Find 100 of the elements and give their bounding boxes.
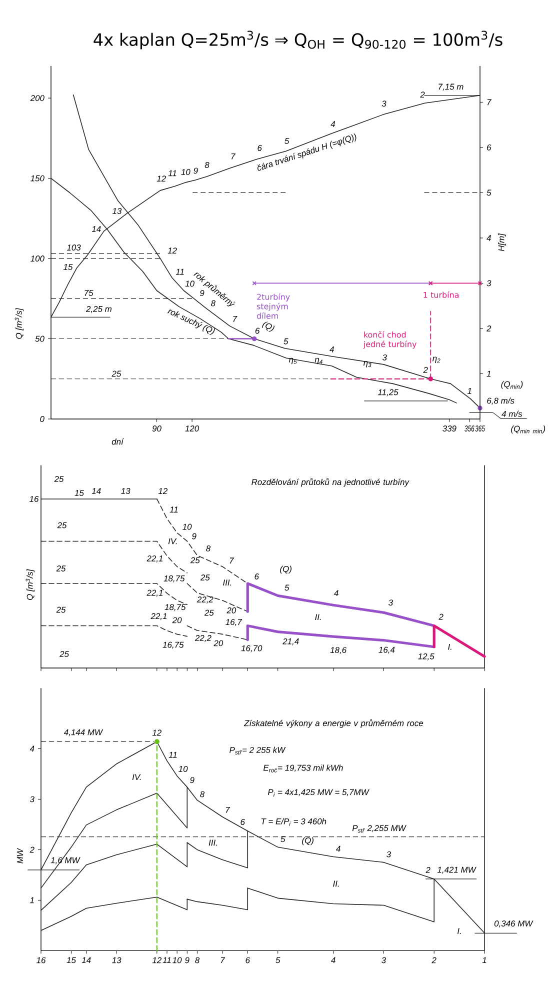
annotation: 5: [284, 338, 288, 344]
annotation: 22,2: [194, 634, 212, 642]
x-tick-label: 13: [112, 957, 122, 964]
x-tick-label: 11: [162, 957, 171, 964]
x-tick-label: 9: [185, 957, 190, 964]
annotation: 13: [112, 208, 122, 214]
y-axis-title: MW: [17, 848, 23, 864]
annotation: 25: [56, 606, 66, 613]
x-tick-label: 2: [432, 957, 436, 964]
annotation: P$_{stř}$= 2 255 kW: [230, 746, 286, 754]
annotation: 14: [92, 226, 101, 232]
annotation: 18,75: [164, 604, 186, 612]
annotation: 6: [255, 328, 260, 334]
y-axis-title: Q [m$^{3}$/s]: [26, 569, 34, 600]
x-axis-title: dní: [112, 438, 124, 445]
annotation: (Q): [262, 322, 274, 332]
annotation: 2: [423, 366, 428, 373]
annotation: T = E/P$_{i}$ = 3 460h: [261, 818, 326, 826]
x-tick-label: 6: [246, 957, 250, 964]
y2-axis-title: H[m]: [498, 233, 506, 252]
chart-title: 4x kaplan Q=25m$^{3}$/s ⇒ Q$_{OH}$ = Q$_{90-120}$ = 100m$^{3}$/s: [94, 30, 502, 50]
ref-line-label: 75: [84, 290, 94, 296]
annotation: 3: [382, 100, 386, 107]
x-tick-label: 1: [482, 957, 486, 964]
annotation: 12: [152, 730, 162, 736]
annotation: 11: [170, 506, 178, 513]
annotation: 7: [233, 316, 238, 322]
ref-line-label: 11,25: [378, 389, 398, 396]
x-tick-label: 339: [442, 426, 456, 432]
y2-tick-label: 7: [487, 99, 492, 106]
ref-line-label: 0,346 MW: [494, 920, 534, 928]
annotation: η$_{3}$: [363, 361, 372, 368]
ref-line-label: 4,144 MW: [64, 729, 104, 736]
ref-line-label: 103: [66, 244, 81, 251]
y-axis-title: Q [m$^{3}$/s]: [14, 308, 24, 339]
annotation: 4: [334, 590, 338, 596]
y-tick-label: 100: [30, 256, 44, 262]
annotation: 18,6: [330, 647, 347, 654]
ref-line-label: 4 m/s: [502, 410, 522, 417]
x-tick-label: 90: [152, 426, 162, 432]
annotation: 9: [194, 168, 198, 174]
annotation: 6: [240, 819, 245, 825]
chart-title: Rozdělování průtoků na jednotlivé turbíny: [252, 478, 410, 487]
text: (Q$_{min}$: [511, 426, 530, 434]
annotation: 20: [214, 640, 224, 646]
y2-tick-label: 4: [486, 235, 491, 241]
annotation: 14: [92, 488, 101, 494]
annotation: 16,70: [241, 645, 262, 652]
annotation: 15: [74, 490, 84, 496]
annotation: 6: [258, 145, 262, 151]
annotation: I.: [457, 928, 461, 934]
data-label: 6,8 m/s: [487, 397, 514, 405]
annotation: 11: [168, 170, 176, 176]
x-tick-label: 4: [330, 957, 336, 964]
x-tick-label: 14: [82, 957, 91, 964]
y2-tick-label: 2: [486, 326, 492, 332]
x-tick-label: 120: [185, 426, 200, 432]
annotation: (Q): [302, 837, 314, 846]
annotation: 25: [204, 610, 214, 616]
annotation: 20: [172, 617, 182, 624]
ref-line-label: 1,421 MW: [437, 866, 476, 874]
annotation: P$_{i}$ = 4x1,425 MW = 5,7MW: [268, 789, 370, 797]
annotation: 25: [190, 557, 200, 564]
annotation: 25: [57, 522, 67, 528]
y-tick-label: 1: [30, 897, 34, 904]
annotation: 6: [254, 574, 259, 580]
y-tick-label: 4: [30, 746, 34, 752]
annotation: 15: [63, 264, 73, 270]
x-tick-label: 5: [276, 957, 280, 964]
annotation: 25: [200, 574, 210, 580]
x-tick-label: 15: [66, 957, 76, 964]
y-tick-label: 200: [30, 95, 44, 102]
annotation: 4: [330, 121, 336, 127]
annotation: 7: [226, 806, 230, 813]
y-tick-label: 150: [30, 175, 44, 182]
annotation: 22,1: [146, 555, 163, 562]
annotation: η$_{4}$: [314, 358, 322, 364]
annotation: 5: [284, 584, 290, 591]
annotation: III.: [208, 840, 217, 846]
annotation: 5: [284, 138, 290, 144]
annotation: 18,75: [164, 575, 185, 582]
annotation: (Q): [280, 566, 292, 574]
text: Získatelné výkony a energie v průměrném roce: [244, 719, 424, 728]
annotation: η$_{2}$: [432, 356, 440, 364]
x-tick-label: 356: [464, 426, 474, 432]
y-tick-label: 50: [35, 336, 44, 342]
annotation: E$_{roč}$= 19,753 mil kWh: [263, 764, 343, 772]
annotation: 10: [182, 524, 192, 530]
text: (Q$_{min}$): [501, 381, 523, 389]
annotation: 10: [178, 766, 188, 772]
annotation: 10: [185, 280, 194, 287]
annotation: 2: [426, 867, 430, 873]
annotation: II.: [333, 880, 339, 887]
x-tick-label: 12: [152, 957, 162, 964]
annotation: 3: [386, 851, 391, 858]
annotation: 12: [156, 176, 166, 182]
annotation: 2: [420, 92, 425, 98]
ref-line-label: 7,15 m: [438, 84, 464, 91]
annotation: 7: [231, 153, 236, 160]
annotation: 12: [168, 248, 177, 254]
